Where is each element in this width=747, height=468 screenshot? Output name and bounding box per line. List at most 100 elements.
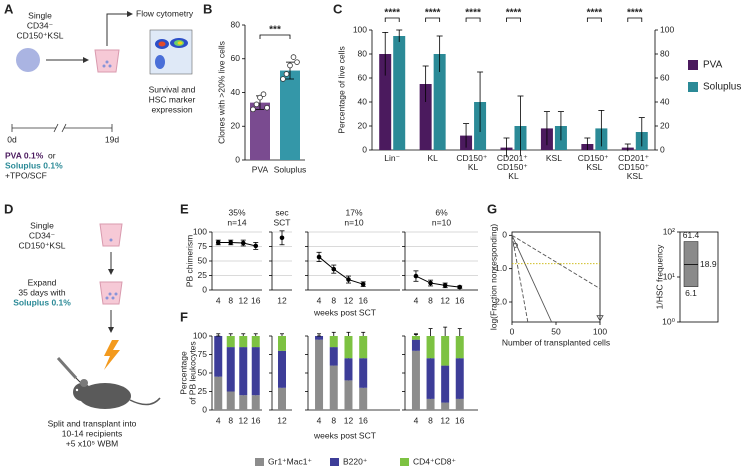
bar-segment [251,395,260,410]
y-axis-label: Percentage [178,351,188,395]
y-tick-label: 40 [358,96,368,106]
x-tick-label: 8 [228,295,233,305]
panel-letter: A [4,1,14,16]
bar [250,102,270,160]
data-point [294,59,300,65]
expansion-text: 35 days with [18,287,66,297]
x-tick-label: Lin⁻ [384,153,400,163]
data-point [253,101,260,108]
dish-cell [109,238,113,242]
y-tick-label: 10² [663,226,675,236]
estimate-line [511,234,601,290]
dish-cell [108,64,112,68]
x-tick-label: 8 [331,415,336,425]
bar-segment [455,336,464,359]
x-axis-label: Number of transplanted cells [502,337,610,347]
y-tick-label: 80 [231,19,241,29]
x-tick-label: 8 [428,295,433,305]
x-tick-label: 0 [510,326,515,336]
panel-title: 6% [435,207,448,217]
condition: Soluplus 0.1% [5,160,63,170]
bar-segment [426,358,435,399]
data-point [250,106,256,113]
x-tick-label: 4 [317,415,322,425]
significance: **** [425,8,441,19]
data-point [253,243,259,249]
bar-segment [278,387,286,410]
x-tick-label: 16 [455,295,465,305]
bar-segment [239,347,248,396]
x-tick-label: 100 [593,326,607,336]
y-axis-label: of PB leukocytes [187,341,197,404]
x-tick-label: CD150⁺ KL [456,153,489,172]
outcome-text: HSC marker [149,94,196,104]
bar-segment [251,336,260,348]
bar-segment [455,358,464,399]
data-point [280,76,286,82]
x-tick-label: 4 [216,415,221,425]
y-tick-label: 0 [202,284,207,294]
transplant-text: Split and transplant into [48,418,137,428]
bar-segment [411,339,420,351]
series-line [415,275,460,288]
bar-segment [239,336,248,348]
dish [99,223,123,247]
bar [433,54,446,150]
y-tick-label: 80 [358,48,368,58]
value-label: 18.9 [700,259,717,269]
expansion-text: Soluplus 0.1% [13,297,71,307]
outcome-text: Survival and [149,84,196,94]
bar-segment [344,380,353,410]
x-tick-label: KSL [546,153,562,163]
y-tick-label: 20 [660,120,670,130]
x-tick-label: 8 [428,415,433,425]
readout: Flow cytometry [136,8,194,18]
condition: or [48,150,56,160]
bar-segment [411,336,420,340]
legend-swatch [688,82,698,92]
bar [280,70,300,160]
y-axis-label: log(Fraction nonresponding) [488,224,498,330]
bar-segment [226,336,235,348]
data-point [264,104,270,111]
significance: **** [627,8,643,19]
x-tick-label: KL [427,153,438,163]
y-tick-label: 60 [231,53,241,63]
bar-segment [344,336,353,359]
transplant-text: +5 x10⁵ WBM [66,438,118,448]
dish-cell [108,292,112,296]
panel-subtitle: SCT [274,217,291,227]
legend-swatch [400,458,409,466]
panel-subtitle: n=14 [227,217,246,227]
data-point [260,91,267,97]
x-tick-label: 12 [239,415,249,425]
y-tick-label: 75 [198,349,208,359]
bar [379,54,392,150]
irradiation-icon [104,340,120,370]
bar-segment [315,336,324,340]
x-tick-label: 16 [358,415,368,425]
y-tick-label: -2.0 [492,296,507,306]
legend-label: B220⁺ [343,456,368,466]
timepoint: 0d [7,134,17,144]
y-tick-label: 75 [198,241,208,251]
dish-cell [105,296,109,300]
x-tick-label: 12 [239,295,249,305]
significance: **** [465,8,481,19]
y-axis-label: 1/HSC frequency [654,244,664,309]
estimate-line [511,235,529,323]
bar-segment [411,350,420,410]
panel-letter: E [180,201,189,216]
x-tick-label: 16 [251,295,261,305]
y-tick-label: 50 [198,367,208,377]
bar [419,84,432,150]
x-tick-label: 12 [277,295,287,305]
panel-letter: G [487,201,497,216]
cell-text: CD150⁺KSL [16,30,63,40]
legend-swatch [688,60,698,70]
panel-title: 35% [228,207,245,217]
expansion-text: Expand [28,277,57,287]
bar-segment [214,336,223,377]
dish-cell [111,296,115,300]
cell-text: CD34⁻ [29,230,56,240]
